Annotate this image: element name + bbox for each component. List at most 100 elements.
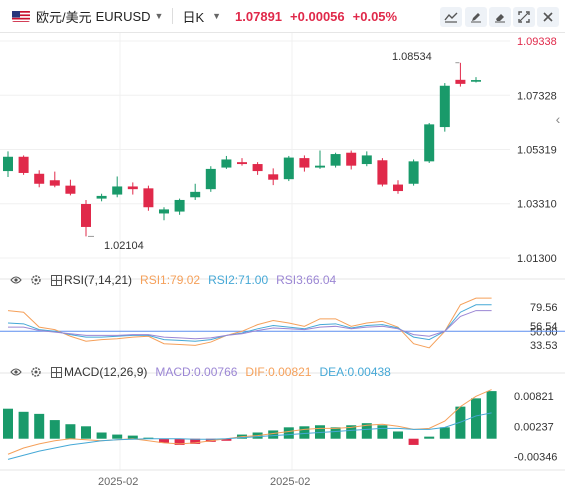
macd-histogram-bar [471, 398, 481, 439]
candle-body [65, 185, 76, 194]
candle-body [221, 159, 232, 168]
dif-value: DIF:0.00821 [245, 365, 312, 379]
macd-histogram-bar [34, 413, 45, 439]
macd-histogram-bar [205, 438, 216, 442]
macd-histogram-bar [3, 408, 13, 439]
draw-button[interactable] [465, 7, 487, 27]
low-price-label: 1.02104 [104, 240, 144, 252]
macd-histogram-bar [424, 436, 435, 439]
rsi1-value: RSI1:79.02 [140, 273, 201, 287]
price-change-pct: +0.05% [352, 8, 398, 24]
macd-histogram-bar [49, 420, 60, 439]
candle-body [3, 156, 13, 172]
macd-tick-label: 0.00237 [514, 421, 554, 433]
macd-histogram-bar [377, 425, 388, 439]
indicator-settings-icon[interactable] [50, 366, 62, 378]
symbol-code[interactable]: EURUSD [95, 8, 151, 24]
x-axis-label: 2025-02 [98, 476, 138, 488]
candle-body [346, 152, 357, 166]
macd-histogram-bar [112, 434, 123, 439]
chart-toolbar: 欧元/美元 EURUSD ▼ 日K ▼ 1.07891 +0.00056 +0.… [0, 0, 565, 33]
candle-body [299, 158, 310, 168]
macd-histogram-bar [486, 391, 497, 439]
timeframe-dropdown-icon[interactable]: ▼ [212, 11, 222, 21]
rsi-line-rsi3 [8, 310, 492, 340]
eye-icon[interactable] [10, 274, 22, 286]
candle-body [408, 161, 419, 184]
macd-tick-label: 0.00821 [514, 391, 554, 403]
rsi-line-rsi2 [7, 304, 492, 342]
candle-body [315, 165, 325, 168]
candle-body [81, 204, 91, 227]
rsi-tick-label: 50.00 [530, 326, 558, 338]
macd-histogram-bar [268, 430, 279, 439]
high-price-label: 1.08534 [392, 51, 432, 63]
macd-histogram-bar [174, 438, 185, 445]
erase-button[interactable] [489, 7, 511, 27]
macd-histogram-bar [283, 427, 294, 439]
symbol-dropdown-icon[interactable]: ▼ [154, 11, 164, 21]
candle-body [237, 162, 247, 165]
macd-value: MACD:0.00766 [155, 365, 238, 379]
candle-body [18, 156, 29, 173]
macd-histogram-bar [299, 426, 310, 439]
rsi-tick-label: 56.54 [530, 321, 558, 333]
chart-type-icon [444, 12, 458, 23]
macd-histogram-bar [143, 437, 154, 439]
macd-header: MACD(12,26,9) MACD:0.00766 DIF:0.00821 D… [10, 363, 399, 381]
rsi-label: RSI(7,14,21) [64, 273, 133, 287]
chart-type-button[interactable] [440, 7, 462, 27]
settings-icon [543, 12, 553, 22]
candle-body [96, 195, 107, 199]
macd-histogram-bar [393, 431, 403, 439]
rsi-tick-label: 33.53 [530, 340, 558, 352]
macd-histogram-bar [81, 426, 91, 439]
candle-body [455, 79, 466, 84]
price-tick-label: 1.03310 [517, 199, 557, 211]
indicator-settings-icon[interactable] [50, 274, 62, 286]
eye-icon[interactable] [10, 366, 22, 378]
candle-body [127, 186, 138, 190]
macd-histogram-bar [18, 411, 29, 439]
expand-icon [518, 11, 530, 23]
toolbar-divider [172, 8, 174, 24]
candle-body [361, 155, 372, 165]
gear-icon[interactable] [30, 274, 42, 286]
collapse-panel-button[interactable]: ‹ [555, 111, 561, 127]
price-tick-label: 1.07328 [517, 90, 557, 102]
eraser-icon [495, 14, 505, 23]
us-flag-icon [12, 10, 30, 22]
rsi-header: RSI(7,14,21) RSI1:79.02 RSI2:71.00 RSI3:… [10, 271, 344, 289]
candle-body [34, 173, 45, 184]
macd-dea-line [7, 412, 492, 460]
candle-body [268, 174, 279, 180]
rsi-tick-label: 79.56 [530, 302, 558, 314]
x-axis-label: 2025-02 [270, 476, 310, 488]
fullscreen-button[interactable] [513, 7, 535, 27]
candle-body [471, 80, 481, 82]
symbol-name[interactable]: 欧元/美元 [36, 9, 92, 25]
macd-histogram-bar [330, 427, 341, 439]
price-chart[interactable]: 1.09338 1.07328 1.05319 1.03310 1.01300 79.5… [0, 33, 565, 494]
rsi2-value: RSI2:71.00 [208, 273, 269, 287]
timeframe-selector[interactable]: 日K [182, 9, 205, 25]
last-price: 1.07891 [235, 8, 283, 24]
candle-body [439, 85, 450, 128]
macd-dif-line [7, 389, 492, 455]
settings-button[interactable] [537, 7, 559, 27]
macd-histogram-bar [190, 438, 201, 444]
candle-body [143, 188, 154, 208]
macd-histogram-bar [408, 438, 419, 445]
rsi-line-rsi1 [7, 297, 492, 349]
macd-histogram-bar [221, 438, 232, 441]
macd-histogram-bar [361, 423, 372, 439]
macd-histogram-bar [127, 435, 138, 439]
candle-body [49, 180, 60, 186]
price-change: +0.00056 [290, 8, 345, 24]
candle-body [174, 199, 185, 212]
candle-body [424, 124, 435, 162]
rsi3-value: RSI3:66.04 [276, 273, 337, 287]
macd-histogram-bar [96, 432, 107, 439]
gear-icon[interactable] [30, 366, 42, 378]
macd-tick-label: -0.00346 [514, 452, 557, 464]
